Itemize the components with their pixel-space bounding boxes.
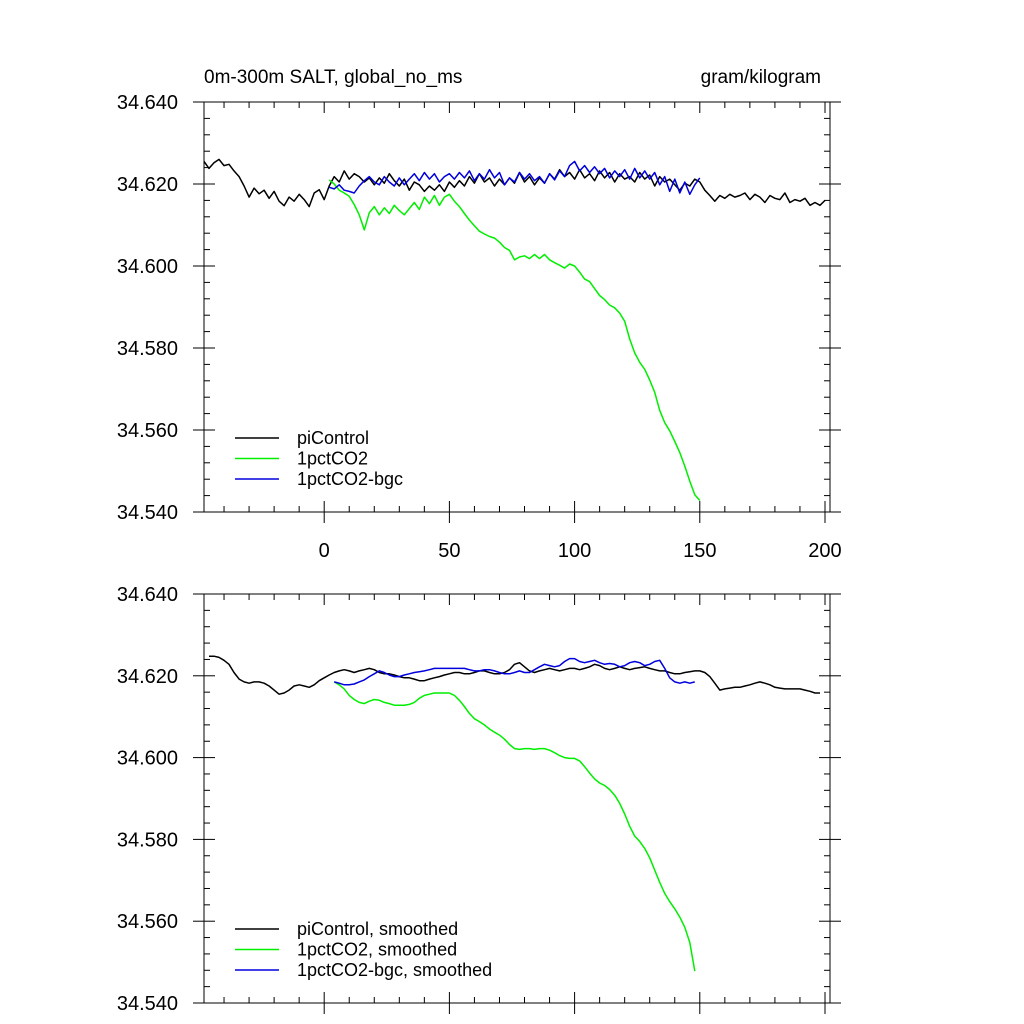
- series-line-2: [328, 179, 701, 501]
- series-line-3: [328, 160, 701, 196]
- y-tick-label: 34.580: [117, 338, 178, 360]
- x-tick-label: 200: [808, 540, 841, 562]
- y-tick-label: 34.640: [117, 92, 178, 114]
- y-tick-label: 34.600: [117, 748, 178, 770]
- legend-label: 1pctCO2: [297, 449, 368, 469]
- series-line-1: [209, 655, 820, 695]
- y-tick-label: 34.560: [117, 420, 178, 442]
- x-tick-label: 150: [683, 540, 716, 562]
- y-tick-label: 34.540: [117, 993, 178, 1015]
- plot-frame: [203, 101, 831, 513]
- panel-2: 34.640 34.620 34.600 34.580 34.560 34.540 piCo…: [117, 584, 841, 1015]
- units-label: gram/kilogram: [701, 67, 821, 88]
- x-tick-label: 100: [558, 540, 591, 562]
- series-line-2: [333, 681, 696, 972]
- series-line-1: [203, 158, 826, 208]
- panel-1: 34.640 34.620 34.600 34.580 34.560 34.540 0 50 1…: [117, 67, 842, 562]
- legend-label: piControl, smoothed: [297, 919, 458, 939]
- x-tick-label: 0: [319, 540, 330, 562]
- y-tick-label: 34.600: [117, 256, 178, 278]
- legend-label: piControl: [297, 428, 369, 448]
- y-tick-label: 34.560: [117, 911, 178, 933]
- y-tick-label: 34.620: [117, 174, 178, 196]
- plot-frame: [203, 593, 831, 1004]
- series-line-3: [334, 657, 695, 686]
- legend-label: 1pctCO2, smoothed: [297, 940, 457, 960]
- y-tick-label: 34.620: [117, 666, 178, 688]
- legend-label: 1pctCO2-bgc, smoothed: [297, 960, 492, 980]
- y-tick-label: 34.540: [117, 502, 178, 524]
- x-tick-label: 50: [438, 540, 460, 562]
- y-tick-label: 34.580: [117, 829, 178, 851]
- y-tick-label: 34.640: [117, 584, 178, 606]
- legend-label: 1pctCO2-bgc: [297, 469, 403, 489]
- chart-title: 0m-300m SALT, global_no_ms: [204, 67, 462, 88]
